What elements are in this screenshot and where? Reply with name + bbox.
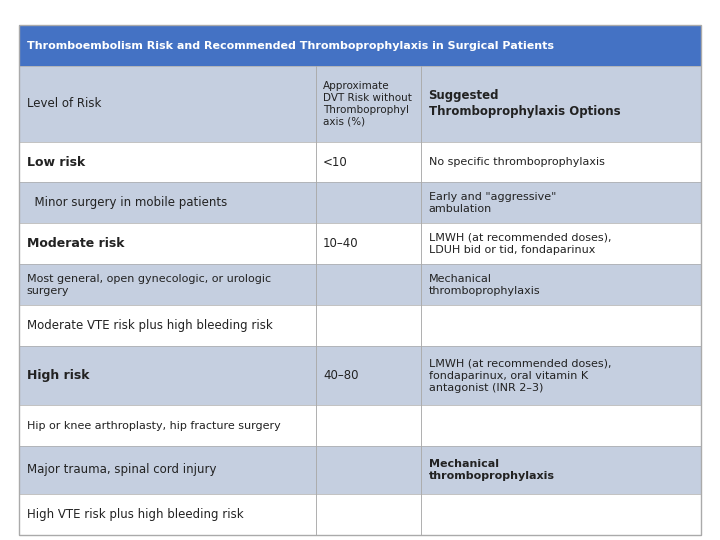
Bar: [19, 446, 701, 494]
Text: Level of Risk: Level of Risk: [27, 97, 101, 110]
Text: Low risk: Low risk: [27, 156, 85, 168]
Bar: [19, 25, 701, 66]
Bar: [19, 405, 701, 446]
Text: 40–80: 40–80: [323, 369, 359, 382]
Text: High risk: High risk: [27, 369, 89, 382]
Text: Suggested
Thromboprophylaxis Options: Suggested Thromboprophylaxis Options: [428, 90, 620, 118]
Text: Minor surgery in mobile patients: Minor surgery in mobile patients: [27, 197, 227, 210]
Text: Moderate risk: Moderate risk: [27, 238, 124, 251]
Text: Early and "aggressive"
ambulation: Early and "aggressive" ambulation: [428, 192, 556, 214]
Bar: [19, 66, 701, 141]
Bar: [19, 494, 701, 535]
Text: No specific thromboprophylaxis: No specific thromboprophylaxis: [428, 157, 604, 167]
Text: Major trauma, spinal cord injury: Major trauma, spinal cord injury: [27, 463, 216, 476]
Text: <10: <10: [323, 156, 348, 168]
Text: 10–40: 10–40: [323, 238, 359, 251]
Text: Mechanical
thromboprophylaxis: Mechanical thromboprophylaxis: [428, 459, 554, 481]
Bar: [19, 141, 701, 183]
Bar: [19, 183, 701, 224]
Bar: [19, 305, 701, 346]
Bar: [19, 224, 701, 265]
Text: LMWH (at recommended doses),
fondaparinux, oral vitamin K
antagonist (INR 2–3): LMWH (at recommended doses), fondaparinu…: [428, 359, 611, 393]
Text: LMWH (at recommended doses),
LDUH bid or tid, fondaparinux: LMWH (at recommended doses), LDUH bid or…: [428, 233, 611, 255]
Bar: [19, 346, 701, 405]
Text: Thromboembolism Risk and Recommended Thromboprophylaxis in Surgical Patients: Thromboembolism Risk and Recommended Thr…: [27, 40, 554, 51]
Text: Mechanical
thromboprophylaxis: Mechanical thromboprophylaxis: [428, 274, 540, 296]
Text: High VTE risk plus high bleeding risk: High VTE risk plus high bleeding risk: [27, 508, 243, 521]
Text: Most general, open gynecologic, or urologic
surgery: Most general, open gynecologic, or urolo…: [27, 274, 271, 296]
Bar: [19, 265, 701, 305]
Text: Approximate
DVT Risk without
Thromboprophyl
axis (%): Approximate DVT Risk without Thromboprop…: [323, 80, 412, 127]
Text: Moderate VTE risk plus high bleeding risk: Moderate VTE risk plus high bleeding ris…: [27, 319, 272, 332]
Text: Hip or knee arthroplasty, hip fracture surgery: Hip or knee arthroplasty, hip fracture s…: [27, 421, 280, 430]
